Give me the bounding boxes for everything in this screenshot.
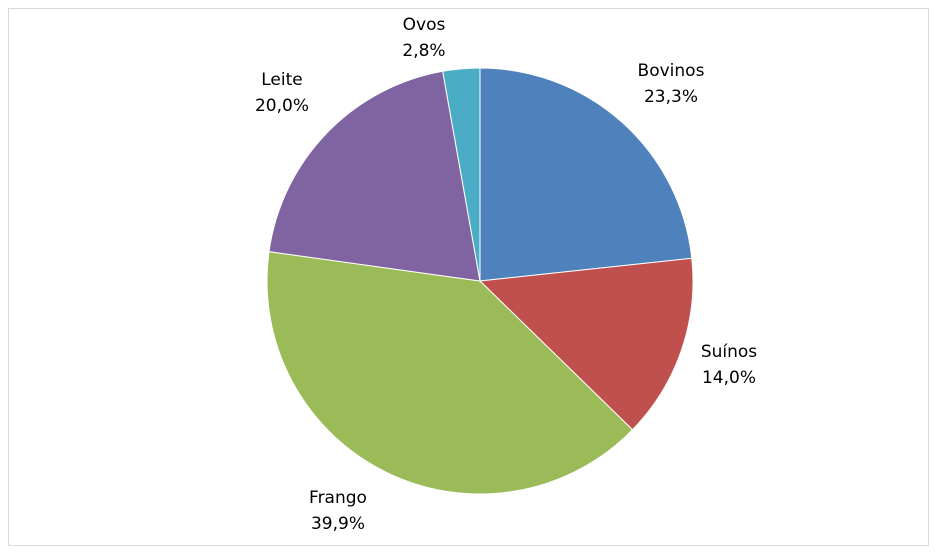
slice-value-frango: 39,9%	[311, 514, 365, 534]
pie-slice-leite	[268, 70, 481, 282]
slice-name-frango: Frango	[309, 488, 367, 508]
slice-name-suinos: Suínos	[701, 342, 757, 362]
slice-name-ovos: Ovos	[403, 15, 446, 35]
slice-value-bovinos: 23,3%	[644, 87, 698, 107]
slice-value-ovos: 2,8%	[402, 41, 445, 61]
pie-slices	[266, 67, 694, 495]
pie-slice-bovinos	[479, 67, 693, 282]
slice-name-leite: Leite	[261, 70, 302, 90]
pie-slice-frango	[266, 251, 634, 495]
slice-value-leite: 20,0%	[255, 96, 309, 116]
pie-slice-suinos	[478, 257, 694, 431]
slice-value-suinos: 14,0%	[702, 368, 756, 388]
slice-name-bovinos: Bovinos	[638, 61, 705, 81]
pie-slice-ovos	[442, 67, 481, 282]
pie-labels: Bovinos 23,3% Suínos 14,0% Frango 39,9% Leite 2…	[255, 15, 757, 534]
